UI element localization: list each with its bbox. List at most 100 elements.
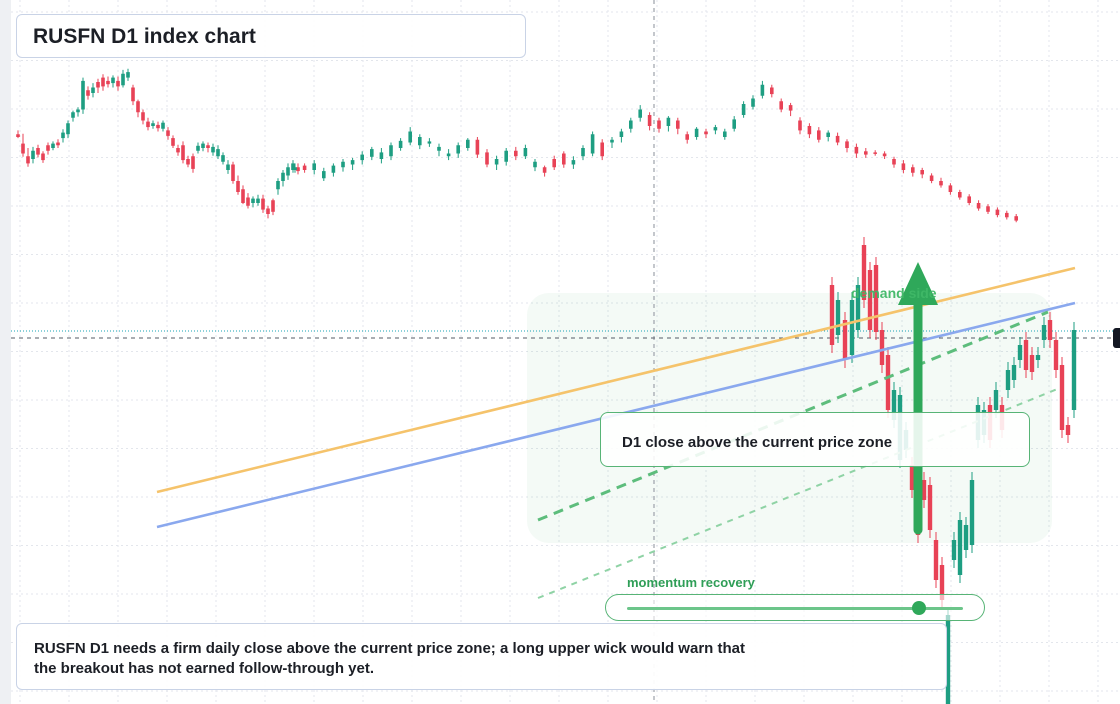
candle-body: [141, 112, 145, 121]
candle-body: [196, 145, 200, 151]
candle-body: [685, 134, 689, 140]
candle-body: [948, 185, 953, 192]
candle-body: [116, 80, 120, 87]
candle-body: [296, 167, 300, 172]
candle-body: [861, 245, 867, 300]
candle-body: [891, 390, 897, 420]
candle-body: [751, 98, 755, 107]
candle-body: [216, 149, 220, 157]
candle-body: [1005, 370, 1011, 390]
candle-body: [331, 165, 336, 173]
candle-body: [51, 143, 55, 148]
candle-body: [958, 192, 962, 198]
candle-body: [31, 150, 35, 159]
candle-body: [920, 170, 924, 175]
price-zone-label: D1 close above the current price zone: [622, 434, 893, 451]
candle-body: [571, 160, 576, 165]
candle-body: [901, 163, 906, 170]
candle-body: [236, 181, 240, 192]
candle-body: [533, 161, 537, 168]
candle-body: [788, 105, 793, 111]
candle-body: [201, 143, 205, 148]
candle-body: [350, 160, 355, 165]
candle-body: [933, 540, 939, 580]
candle-body: [291, 163, 295, 170]
candle-body: [418, 137, 422, 146]
candle-body: [638, 109, 642, 118]
candle-body: [619, 131, 624, 137]
candle-body: [1035, 355, 1041, 360]
candle-body: [389, 145, 393, 157]
candle-body: [945, 615, 951, 704]
candle-body: [256, 198, 260, 203]
candle-body: [929, 175, 934, 181]
candle-body: [647, 115, 652, 126]
candle-body: [581, 148, 585, 157]
candle-body: [101, 77, 105, 87]
candle-body: [41, 153, 45, 161]
candle-body: [1011, 365, 1017, 380]
candle-body: [211, 146, 215, 153]
candle-body: [66, 123, 70, 135]
candle-body: [798, 120, 802, 131]
candle-body: [312, 163, 316, 170]
candle-body: [494, 159, 499, 165]
price-zone-callout: D1 close above the current price zone: [600, 412, 1030, 467]
candle-body: [302, 165, 307, 170]
candle-body: [206, 145, 210, 148]
analysis-note: RUSFN D1 needs a firm daily close above …: [16, 623, 947, 690]
price-tag: [1113, 328, 1120, 348]
candle-body: [779, 101, 783, 110]
candle-body: [221, 155, 225, 162]
candle-body: [855, 285, 861, 330]
candle-body: [514, 150, 518, 157]
candle-body: [251, 198, 255, 203]
candle-body: [760, 84, 765, 96]
candle-body: [741, 104, 746, 115]
candle-body: [957, 520, 963, 575]
candle-body: [817, 130, 821, 140]
candle-body: [909, 465, 915, 490]
candle-body: [466, 139, 470, 148]
candle-body: [1023, 340, 1029, 370]
candle-body: [849, 300, 855, 355]
momentum-knob[interactable]: [912, 601, 927, 615]
candle-body: [456, 145, 460, 154]
candle-body: [939, 565, 945, 600]
candle-body: [1005, 212, 1009, 218]
candle-body: [882, 153, 887, 157]
candle-body: [261, 198, 265, 210]
candle-body: [867, 270, 873, 330]
candle-body: [969, 480, 975, 545]
momentum-track: [627, 607, 963, 610]
momentum-label: momentum recovery: [627, 575, 755, 590]
candle-body: [657, 120, 661, 129]
candle-body: [21, 143, 25, 154]
candle-body: [341, 161, 345, 168]
candle-body: [181, 145, 185, 161]
candle-body: [360, 154, 364, 161]
candle-body: [16, 134, 20, 137]
candle-body: [398, 140, 403, 148]
candle-body: [1041, 325, 1047, 340]
candle-body: [939, 181, 943, 186]
candle-body: [293, 167, 297, 170]
candle-body: [892, 159, 896, 165]
candle-body: [427, 141, 432, 144]
candle-body: [121, 73, 125, 86]
candle-body: [271, 200, 275, 212]
candle-body: [370, 149, 374, 157]
candle-body: [276, 181, 280, 190]
candle-body: [835, 300, 841, 335]
demand-side-label: demand side: [851, 285, 937, 301]
candle-body: [732, 119, 736, 129]
candle-body: [86, 90, 90, 96]
candle-body: [437, 146, 441, 151]
candle-body: [46, 145, 50, 151]
candle-body: [704, 131, 708, 135]
chart-title: RUSFN D1 index chart: [33, 25, 256, 48]
candle-body: [126, 72, 130, 78]
candle-body: [246, 197, 250, 206]
momentum-indicator: [605, 594, 985, 621]
candle-body: [873, 152, 877, 154]
